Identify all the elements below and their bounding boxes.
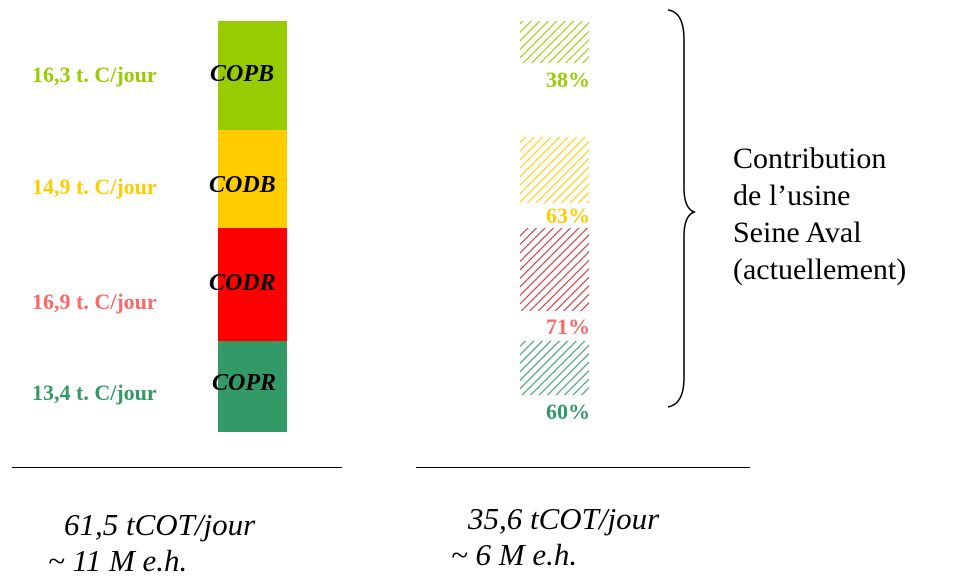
bar-segment-codr bbox=[218, 228, 287, 341]
hatched-block-copb bbox=[520, 21, 589, 63]
contribution-line-1: Contribution bbox=[733, 142, 887, 175]
category-label-copr: COPR bbox=[212, 370, 277, 396]
bar-segment-codb bbox=[218, 130, 287, 228]
value-label-codb: 14,9 t. C/jour bbox=[32, 174, 157, 199]
right-total-line-2: ~ 6 M e.h. bbox=[451, 537, 578, 572]
pct-label-copr: 60% bbox=[546, 399, 590, 424]
hatched-block-codr bbox=[520, 228, 589, 311]
left-total-line-2: ~ 11 M e.h. bbox=[48, 543, 188, 578]
hatched-block-copr bbox=[520, 341, 589, 395]
pct-label-copb: 38% bbox=[546, 67, 590, 92]
category-label-copb: COPB bbox=[210, 61, 275, 87]
contribution-line-4: (actuellement) bbox=[733, 253, 907, 286]
hatched-block-codb bbox=[520, 137, 589, 203]
value-label-copr: 13,4 t. C/jour bbox=[32, 380, 157, 405]
contribution-line-2: de l’usine bbox=[733, 179, 851, 212]
left-total-rule bbox=[12, 467, 342, 468]
bar-segment-copb bbox=[218, 21, 287, 130]
pct-label-codb: 63% bbox=[546, 203, 590, 228]
value-label-codr: 16,9 t. C/jour bbox=[32, 289, 157, 314]
curly-brace bbox=[667, 9, 697, 408]
pct-label-codr: 71% bbox=[546, 314, 590, 339]
right-total-rule bbox=[416, 467, 750, 468]
value-label-copb: 16,3 t. C/jour bbox=[32, 62, 157, 87]
contribution-text: Contribution de l’usine Seine Aval (actu… bbox=[733, 140, 906, 288]
left-total-line-1: 61,5 tCOT/jour bbox=[64, 507, 256, 542]
bar-segment-copr bbox=[218, 341, 287, 432]
category-label-codr: CODR bbox=[209, 270, 276, 296]
right-total-line-1: 35,6 tCOT/jour bbox=[468, 501, 660, 536]
category-label-codb: CODB bbox=[209, 172, 276, 198]
contribution-line-3: Seine Aval bbox=[733, 216, 862, 249]
